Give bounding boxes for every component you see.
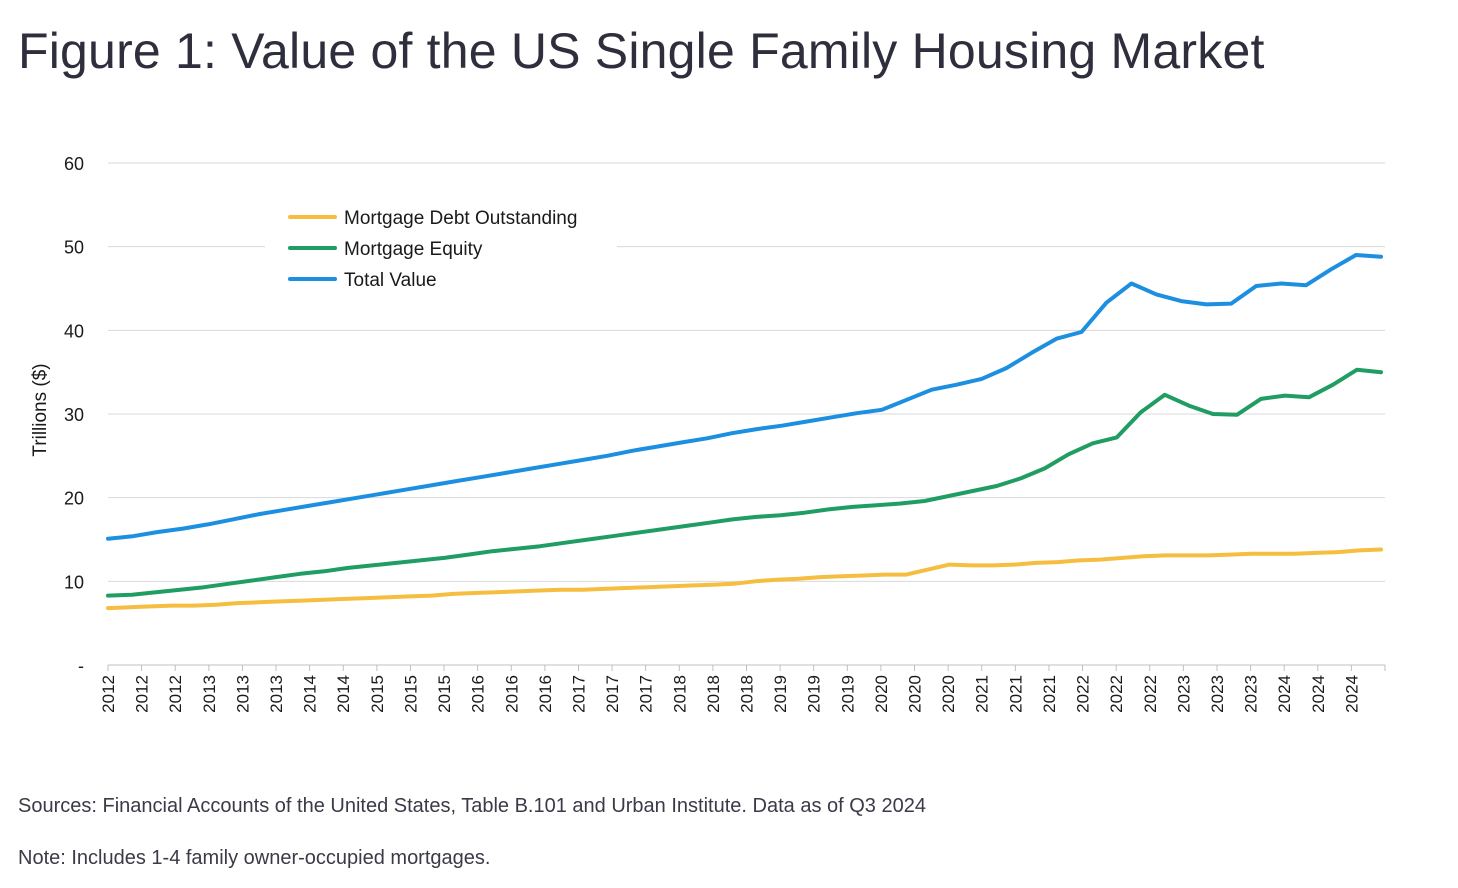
- x-tick-label: 2018: [670, 675, 689, 713]
- x-tick-label: 2013: [267, 675, 286, 713]
- x-tick-label: 2016: [469, 675, 488, 713]
- x-tick-label: 2017: [603, 675, 622, 713]
- legend-background: [265, 190, 617, 300]
- legend-label: Mortgage Equity: [344, 239, 483, 260]
- x-tick-label: 2013: [233, 675, 252, 713]
- y-tick-label: 40: [64, 321, 84, 341]
- y-tick-labels: - 10 20 30 40 50 60: [64, 154, 84, 676]
- series-line-total-value: [106, 253, 1383, 541]
- x-tick-label: 2014: [301, 675, 320, 713]
- x-tick-label: 2019: [838, 675, 857, 713]
- x-tick-label: 2019: [771, 675, 790, 713]
- x-tick-label: 2015: [435, 675, 454, 713]
- axes: [107, 664, 1386, 671]
- x-tick-labels: 2012 2012 2012 2013 2013 2013 2014 2014 2015 2015…: [99, 675, 1361, 713]
- x-tick-label: 2020: [939, 675, 958, 713]
- x-tick-label: 2015: [401, 675, 420, 713]
- x-tick-label: 2012: [99, 675, 118, 713]
- x-tick-label: 2017: [637, 675, 656, 713]
- y-tick-label: 30: [64, 405, 84, 425]
- x-tick-label: 2017: [569, 675, 588, 713]
- y-tick-label: 50: [64, 238, 84, 258]
- x-tick-label: 2013: [200, 675, 219, 713]
- x-tick-label: 2024: [1309, 675, 1328, 713]
- legend: Mortgage Debt Outstanding Mortgage Equity…: [265, 190, 617, 300]
- y-tick-label: 60: [64, 154, 84, 174]
- x-tick-label: 2021: [1040, 675, 1059, 713]
- sources-note: Sources: Financial Accounts of the Unite…: [18, 795, 926, 817]
- x-tick-label: 2021: [1006, 675, 1025, 713]
- x-tick-label: 2020: [872, 675, 891, 713]
- x-tick-label: 2016: [502, 675, 521, 713]
- y-tick-label: 20: [64, 489, 84, 509]
- x-tick-label: 2016: [536, 675, 555, 713]
- x-tick-label: 2024: [1275, 675, 1294, 713]
- series-lines: [106, 253, 1383, 611]
- x-tick-label: 2022: [1074, 675, 1093, 713]
- y-tick-label: -: [78, 656, 84, 676]
- series-line-mortgage-debt-outstanding: [106, 547, 1383, 611]
- x-tick-label: 2012: [133, 675, 152, 713]
- x-tick-label: 2012: [166, 675, 185, 713]
- legend-label: Total Value: [344, 270, 437, 291]
- series-line-mortgage-equity: [106, 367, 1383, 598]
- x-tick-label: 2023: [1174, 675, 1193, 713]
- footnote: Note: Includes 1-4 family owner-occupied…: [18, 847, 491, 869]
- x-tick-label: 2021: [973, 675, 992, 713]
- x-tick-label: 2019: [805, 675, 824, 713]
- x-tick-label: 2018: [704, 675, 723, 713]
- x-tick-label: 2015: [368, 675, 387, 713]
- x-tick-label: 2020: [906, 675, 925, 713]
- x-tick-label: 2023: [1208, 675, 1227, 713]
- x-tick-label: 2023: [1242, 675, 1261, 713]
- x-tick-label: 2022: [1107, 675, 1126, 713]
- page-title: Figure 1: Value of the US Single Family …: [18, 23, 1265, 79]
- legend-label: Mortgage Debt Outstanding: [344, 208, 577, 229]
- y-axis-label: Trillions ($): [30, 363, 51, 456]
- y-tick-label: 10: [64, 572, 84, 592]
- x-tick-label: 2022: [1141, 675, 1160, 713]
- x-tick-label: 2018: [738, 675, 757, 713]
- x-tick-label: 2014: [334, 675, 353, 713]
- x-tick-label: 2024: [1342, 675, 1361, 713]
